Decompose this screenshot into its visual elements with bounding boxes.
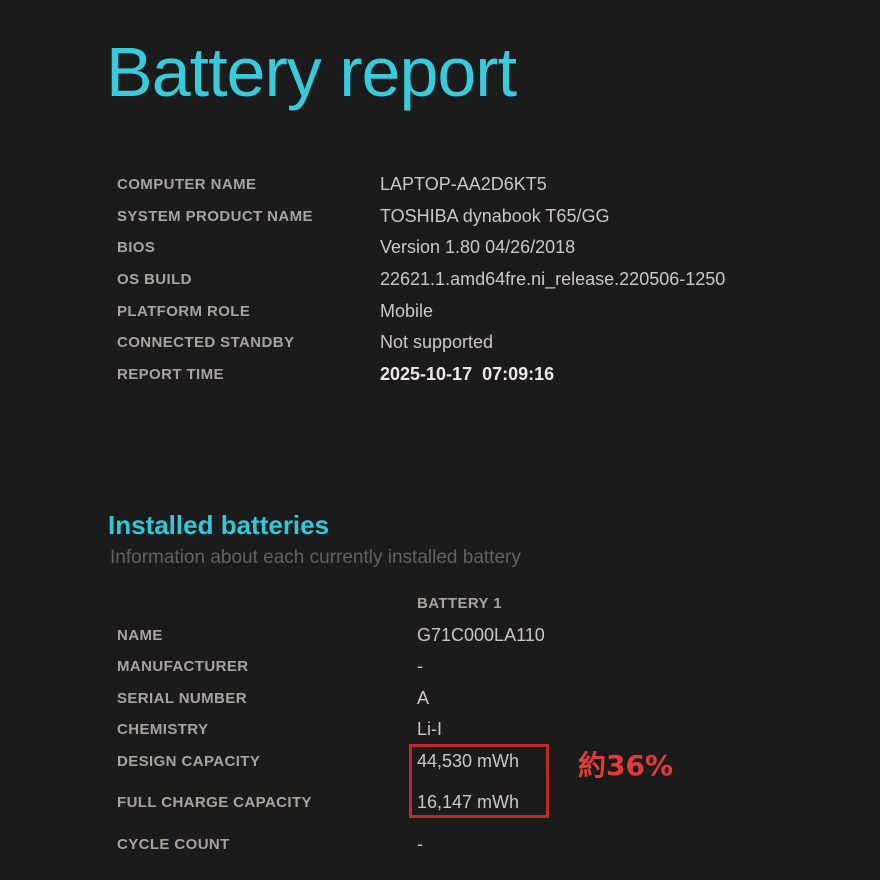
row-value: A <box>417 687 430 708</box>
table-row: COMPUTER NAME LAPTOP-AA2D6KT5 <box>117 169 880 201</box>
row-value: Not supported <box>380 332 494 353</box>
table-row: SERIAL NUMBER A <box>117 683 880 715</box>
row-label: REPORT TIME <box>117 365 224 383</box>
battery-info-table: BATTERY 1 NAME G71C000LA110 MANUFACTURER… <box>117 588 880 860</box>
battery-column-header: BATTERY 1 <box>417 595 503 613</box>
table-row-design-capacity: DESIGN CAPACITY 44,530 mWh <box>117 746 880 778</box>
row-value: - <box>417 833 423 854</box>
row-label: BIOS <box>117 239 156 257</box>
table-row: REPORT TIME 2025-10-17 07:09:16 <box>117 359 880 391</box>
row-label: COMPUTER NAME <box>117 176 257 194</box>
row-label: SYSTEM PRODUCT NAME <box>117 207 313 225</box>
battery-column-header-row: BATTERY 1 <box>117 588 880 620</box>
row-value: Version 1.80 04/26/2018 <box>380 237 576 258</box>
table-row: CONNECTED STANDBY Not supported <box>117 327 880 359</box>
row-value: - <box>417 656 423 677</box>
table-row: SYSTEM PRODUCT NAME TOSHIBA dynabook T65… <box>117 201 880 233</box>
table-row: MANUFACTURER - <box>117 651 880 683</box>
installed-batteries-heading: Installed batteries <box>108 510 330 541</box>
report-time-value: 2025-10-17 07:09:16 <box>380 363 555 384</box>
row-label: FULL CHARGE CAPACITY <box>117 794 312 812</box>
row-label: OS BUILD <box>117 271 192 289</box>
row-value: LAPTOP-AA2D6KT5 <box>380 174 547 195</box>
row-label: CONNECTED STANDBY <box>117 334 295 352</box>
row-value: 22621.1.amd64fre.ni_release.220506-1250 <box>380 269 726 290</box>
table-row: BIOS Version 1.80 04/26/2018 <box>117 232 880 264</box>
row-label: SERIAL NUMBER <box>117 689 247 707</box>
table-row: CHEMISTRY Li-I <box>117 714 880 746</box>
table-row-full-charge-capacity: FULL CHARGE CAPACITY 16,147 mWh <box>117 787 880 819</box>
row-label: MANUFACTURER <box>117 658 249 676</box>
row-label: CYCLE COUNT <box>117 835 230 853</box>
row-label: NAME <box>117 626 163 644</box>
table-row: PLATFORM ROLE Mobile <box>117 295 880 327</box>
table-row: NAME G71C000LA110 <box>117 620 880 652</box>
system-info-table: COMPUTER NAME LAPTOP-AA2D6KT5 SYSTEM PRO… <box>117 169 880 390</box>
table-row: CYCLE COUNT - <box>117 829 880 861</box>
full-charge-capacity-value: 16,147 mWh <box>417 792 520 813</box>
design-capacity-value: 44,530 mWh <box>417 750 520 771</box>
installed-batteries-subheading: Information about each currently install… <box>110 547 521 569</box>
row-value: G71C000LA110 <box>417 624 545 645</box>
row-value: Mobile <box>380 300 434 321</box>
table-row: OS BUILD 22621.1.amd64fre.ni_release.220… <box>117 264 880 296</box>
annotation-percent-label: 約36% <box>578 749 674 783</box>
row-label: CHEMISTRY <box>117 721 209 739</box>
row-label: PLATFORM ROLE <box>117 302 251 320</box>
row-value: TOSHIBA dynabook T65/GG <box>380 205 610 226</box>
row-label: DESIGN CAPACITY <box>117 752 261 770</box>
page-title: Battery report <box>106 33 517 111</box>
row-value: Li-I <box>417 719 443 740</box>
